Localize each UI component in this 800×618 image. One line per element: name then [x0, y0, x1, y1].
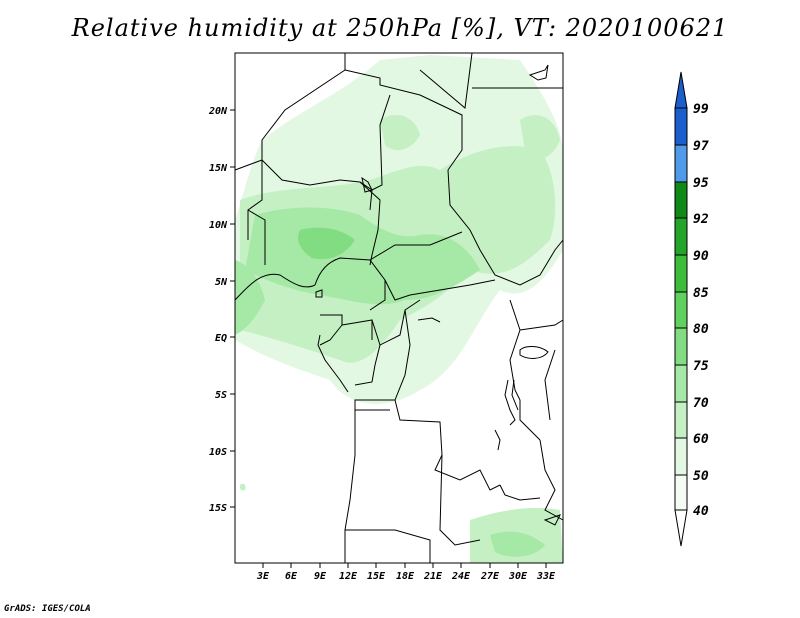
latitude-axis: 20N 15N 10N 5N EQ 5S 10S 15S	[208, 106, 235, 514]
colorbar-label: 75	[693, 359, 709, 374]
colorbar-label: 95	[693, 176, 709, 191]
lon-label: 12E	[339, 571, 358, 582]
map-title: Relative humidity at 250hPa [%], VT: 202…	[71, 14, 729, 42]
humidity-fill	[235, 55, 563, 563]
colorbar-label: 90	[693, 249, 709, 264]
lon-label: 18E	[396, 571, 415, 582]
colorbar-label: 60	[693, 432, 709, 447]
lon-label: 9E	[314, 571, 327, 582]
lat-label: 15S	[209, 503, 227, 514]
colorbar-bottom-arrow	[674, 509, 688, 547]
colorbar-bin	[674, 107, 688, 146]
colorbar-top-arrow	[674, 71, 688, 109]
grads-credit: GrADS: IGES/COLA	[4, 604, 91, 614]
lon-label: 21E	[423, 571, 443, 582]
longitude-axis: 3E 6E 9E 12E 15E 18E 21E 24E 27E 30E 33E	[256, 563, 556, 582]
colorbar-label: 92	[693, 212, 709, 227]
colorbar-bin	[674, 254, 688, 293]
colorbar-label: 99	[693, 102, 709, 117]
colorbar-label: 50	[693, 469, 709, 484]
colorbar-bin	[674, 327, 688, 366]
colorbar-bin	[674, 401, 688, 439]
colorbar-bin	[674, 217, 688, 256]
colorbar-bin	[674, 181, 688, 219]
colorbar-bin	[674, 474, 688, 511]
lat-label: 10N	[209, 220, 228, 231]
lon-label: 33E	[536, 571, 556, 582]
lat-label: 20N	[208, 106, 228, 117]
lake-outlines	[315, 64, 561, 526]
country-borders	[234, 52, 564, 563]
colorbar-label: 97	[693, 139, 709, 154]
lon-label: 30E	[508, 571, 528, 582]
colorbar-bin	[674, 364, 688, 403]
lon-label: 27E	[480, 571, 500, 582]
colorbar-label: 85	[693, 286, 709, 301]
colorbar-bin	[674, 437, 688, 476]
colorbar: 99 97 95 92 90 85 80 75 70 60 50 40	[674, 71, 709, 547]
map-frame	[234, 52, 564, 564]
lat-label: 15N	[209, 163, 228, 174]
colorbar-label: 70	[693, 396, 709, 411]
lon-label: 24E	[451, 571, 471, 582]
lon-label: 6E	[285, 571, 298, 582]
lat-label: 5N	[215, 277, 228, 288]
colorbar-label: 80	[693, 322, 709, 337]
colorbar-bin	[674, 291, 688, 329]
lon-label: 15E	[367, 571, 386, 582]
colorbar-bin	[674, 144, 688, 183]
lat-label: 5S	[215, 390, 227, 401]
colorbar-label: 40	[693, 504, 709, 519]
lon-label: 3E	[256, 571, 270, 582]
lat-label: 10S	[209, 447, 227, 458]
lat-label: EQ	[215, 333, 227, 344]
